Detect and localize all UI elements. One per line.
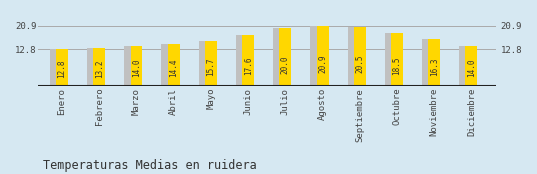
Bar xyxy=(236,35,248,86)
Bar xyxy=(391,33,403,86)
Bar xyxy=(56,49,68,86)
Bar xyxy=(354,27,366,86)
Text: 17.6: 17.6 xyxy=(244,57,252,75)
Bar xyxy=(93,48,105,86)
Bar xyxy=(459,46,471,86)
Bar xyxy=(466,46,477,86)
Bar xyxy=(347,27,359,86)
Text: 14.4: 14.4 xyxy=(169,59,178,77)
Bar xyxy=(205,41,217,86)
Bar xyxy=(384,33,397,86)
Text: 18.5: 18.5 xyxy=(393,56,402,75)
Bar xyxy=(310,26,322,86)
Text: 20.0: 20.0 xyxy=(281,55,290,74)
Bar xyxy=(168,45,180,86)
Text: 20.9: 20.9 xyxy=(318,55,327,73)
Bar xyxy=(162,45,173,86)
Bar xyxy=(279,28,292,86)
Text: 20.5: 20.5 xyxy=(355,55,364,73)
Text: 16.3: 16.3 xyxy=(430,57,439,76)
Bar xyxy=(429,39,440,86)
Text: 12.8: 12.8 xyxy=(57,60,67,78)
Bar xyxy=(317,26,329,86)
Bar xyxy=(87,48,99,86)
Text: Temperaturas Medias en ruidera: Temperaturas Medias en ruidera xyxy=(43,159,257,172)
Bar xyxy=(50,49,62,86)
Bar xyxy=(124,46,136,86)
Text: 13.2: 13.2 xyxy=(95,60,104,78)
Text: 15.7: 15.7 xyxy=(206,58,215,76)
Bar xyxy=(242,35,254,86)
Text: 14.0: 14.0 xyxy=(132,59,141,77)
Bar xyxy=(422,39,434,86)
Bar xyxy=(273,28,285,86)
Bar xyxy=(130,46,142,86)
Bar xyxy=(199,41,211,86)
Text: 14.0: 14.0 xyxy=(467,59,476,77)
